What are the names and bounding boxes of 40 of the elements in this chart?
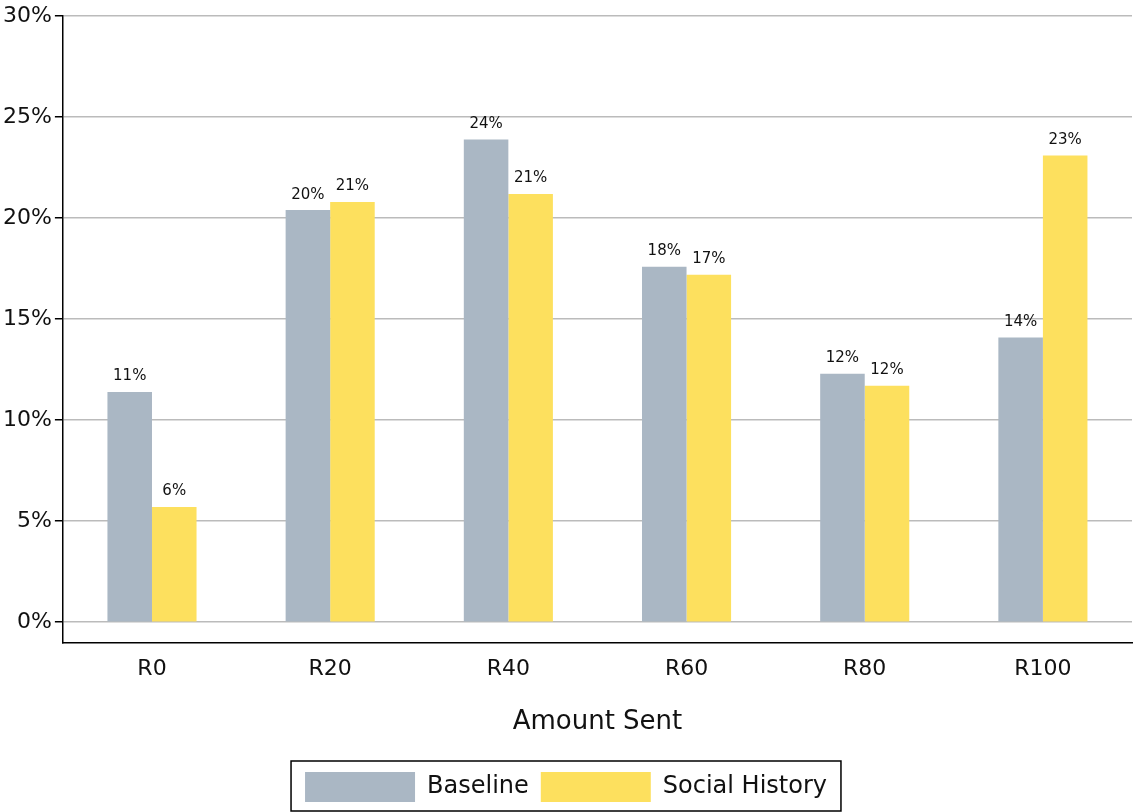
data-label: 12% (825, 348, 860, 367)
x-tick-label: R60 (664, 655, 709, 681)
y-tick-label: 20% (2, 203, 52, 229)
x-tick-label: R20 (308, 655, 352, 681)
y-tick-label: 10% (2, 405, 52, 431)
bar (864, 385, 910, 622)
data-label: 11% (113, 366, 147, 385)
legend-label: Baseline (427, 771, 529, 800)
bar (151, 507, 197, 622)
y-tick-label: 15% (2, 304, 52, 330)
y-tick-label: 25% (2, 102, 52, 128)
data-label: 23% (1048, 129, 1082, 148)
bar (463, 139, 509, 622)
data-label: 20% (291, 184, 325, 203)
y-tick-label: 30% (2, 1, 52, 27)
data-label: 17% (692, 249, 726, 268)
x-tick-label: R80 (843, 655, 887, 681)
data-label: 12% (870, 360, 904, 379)
bar (1042, 155, 1088, 622)
bar (642, 266, 687, 622)
data-label: 21% (335, 176, 370, 195)
x-tick-label: R40 (486, 655, 530, 681)
data-label: 6% (162, 481, 187, 500)
x-tick-label: R0 (137, 655, 167, 681)
data-label: 14% (1003, 311, 1038, 330)
bar (686, 274, 732, 622)
bar (107, 391, 152, 622)
bar (330, 202, 375, 622)
data-label: 21% (513, 168, 548, 187)
bar (285, 210, 331, 622)
bar (820, 373, 865, 622)
data-label: 24% (469, 113, 503, 132)
y-tick-label: 0% (16, 607, 52, 633)
x-tick-label: R100 (1014, 655, 1072, 681)
bar (998, 337, 1043, 622)
y-tick-label: 5% (16, 506, 52, 532)
x-axis-title: Amount Sent (512, 705, 683, 736)
bar (508, 193, 553, 622)
legend-label: Social History (662, 771, 827, 800)
data-label: 18% (647, 241, 681, 260)
